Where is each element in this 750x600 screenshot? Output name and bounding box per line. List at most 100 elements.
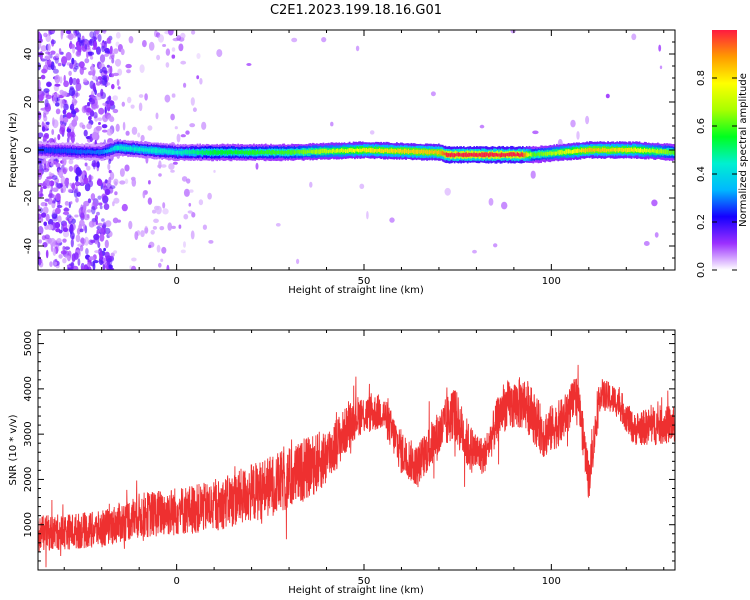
heatmap-noise-cell xyxy=(530,170,536,179)
heatmap-ridge-cell xyxy=(64,148,66,153)
heatmap-ridge-cell xyxy=(586,148,588,152)
heatmap-ridge-cell xyxy=(601,147,604,152)
heatmap-ridge-cell xyxy=(194,150,196,154)
heatmap-ridge-cell xyxy=(638,148,641,153)
heatmap-ridge-cell xyxy=(98,149,101,155)
heatmap-noise-cell xyxy=(59,120,63,125)
heatmap-noise-cell xyxy=(40,45,47,52)
heatmap-noise-cell xyxy=(68,165,74,172)
heatmap-ridge-cell xyxy=(132,147,135,151)
heatmap-ridge-cell xyxy=(582,148,584,153)
heatmap-ridge-cell xyxy=(595,148,598,152)
heatmap-ridge-cell xyxy=(300,150,302,154)
heatmap-noise-cell xyxy=(472,249,477,254)
heatmap-noise-cell xyxy=(80,178,84,186)
heatmap-ridge-cell xyxy=(178,151,181,154)
heatmap-noise-cell xyxy=(96,211,100,216)
heatmap-ridge-cell xyxy=(604,147,607,153)
heatmap-noise-cell xyxy=(124,178,129,185)
heatmap-noise-cell xyxy=(166,264,170,270)
heatmap-ridge-cell xyxy=(449,153,452,158)
heatmap-noise-cell xyxy=(99,78,103,85)
heatmap-noise-cell xyxy=(54,221,61,229)
heatmap-noise-cell xyxy=(83,200,90,207)
heatmap-noise-cell xyxy=(510,30,516,34)
heatmap-noise-cell xyxy=(75,166,82,176)
heatmap-noise-cell xyxy=(104,53,109,57)
heatmap-noise-cell xyxy=(93,41,98,50)
heatmap-noise-cell xyxy=(156,54,161,61)
heatmap-ridge-cell xyxy=(498,153,501,157)
heatmap-noise-cell xyxy=(58,48,62,55)
heatmap-ridge-cell xyxy=(417,149,419,155)
heatmap-ridge-cell xyxy=(386,148,389,154)
heatmap-noise-cell xyxy=(52,194,57,199)
heatmap-ridge-cell xyxy=(271,150,274,156)
heatmap-noise-cell xyxy=(255,162,259,170)
heatmap-ridge-cell xyxy=(112,147,115,151)
heatmap-noise-cell xyxy=(95,94,102,101)
heatmap-noise-cell xyxy=(47,43,51,52)
heatmap-ridge-cell xyxy=(495,152,498,157)
heatmap-ridge-cell xyxy=(647,149,650,153)
heatmap-noise-cell xyxy=(91,90,94,99)
heatmap-ridge-cell xyxy=(436,150,439,155)
heatmap-ridge-cell xyxy=(255,151,258,155)
heatmap-ridge-cell xyxy=(550,151,553,156)
heatmap-ridge-cell xyxy=(188,150,191,155)
heatmap-ridge-cell xyxy=(410,149,413,154)
colorbar-tick-label: 0.2 xyxy=(696,214,707,230)
heatmap-noise-cell xyxy=(180,134,186,138)
heatmap-noise-cell xyxy=(106,96,111,103)
heatmap-ridge-cell xyxy=(207,150,209,155)
heatmap-noise-cell xyxy=(355,45,360,52)
heatmap-noise-cell xyxy=(87,262,91,267)
heatmap-ridge-cell xyxy=(47,148,49,153)
heatmap-noise-cell xyxy=(81,105,87,114)
heatmap-ridge-cell xyxy=(453,153,456,158)
heatmap-ridge-cell xyxy=(257,149,259,155)
heatmap-noise-cell xyxy=(150,229,155,235)
heatmap-ridge-cell xyxy=(102,149,104,154)
heatmap-ridge-cell xyxy=(645,148,647,153)
heatmap-ridge-cell xyxy=(376,148,379,153)
heatmap-ridge-cell xyxy=(195,150,198,154)
heatmap-noise-cell xyxy=(140,230,145,238)
heatmap-noise-cell xyxy=(116,79,120,86)
heatmap-ridge-cell xyxy=(141,147,144,152)
x-tick-label: 100 xyxy=(542,576,561,587)
heatmap-ridge-cell xyxy=(510,152,512,157)
heatmap-ridge-cell xyxy=(487,153,490,158)
heatmap-noise-cell xyxy=(196,75,200,80)
heatmap-ridge-cell xyxy=(609,148,612,152)
heatmap-noise-cell xyxy=(38,93,44,102)
heatmap-ridge-cell xyxy=(293,149,296,155)
heatmap-ridge-cell xyxy=(222,150,225,154)
heatmap-noise-cell xyxy=(62,167,68,173)
heatmap-ridge-cell xyxy=(536,152,539,157)
heatmap-ridge-cell xyxy=(598,148,600,152)
heatmap-ridge-cell xyxy=(263,151,266,155)
heatmap-noise-cell xyxy=(120,48,125,56)
heatmap-noise-cell xyxy=(66,137,70,144)
heatmap-noise-cell xyxy=(39,193,44,197)
heatmap-noise-cell xyxy=(45,94,52,100)
heatmap-noise-cell xyxy=(99,69,103,74)
heatmap-ridge-cell xyxy=(533,152,536,157)
heatmap-noise-cell xyxy=(96,178,103,187)
heatmap-noise-cell xyxy=(155,205,162,215)
heatmap-ridge-cell xyxy=(180,151,183,155)
heatmap-noise-cell xyxy=(46,81,52,88)
heatmap-ridge-cell xyxy=(49,148,52,153)
heatmap-noise-cell xyxy=(80,204,84,212)
heatmap-ridge-cell xyxy=(52,148,55,153)
heatmap-ridge-cell xyxy=(201,150,204,155)
heatmap-noise-cell xyxy=(62,230,70,238)
heatmap-ridge-cell xyxy=(464,152,466,157)
heatmap-ridge-cell xyxy=(500,152,503,158)
heatmap-noise-cell xyxy=(86,165,91,171)
heatmap-ridge-cell xyxy=(196,150,199,155)
heatmap-ridge-cell xyxy=(553,151,556,155)
heatmap-ridge-cell xyxy=(393,148,396,153)
heatmap-ridge-cell xyxy=(171,150,174,155)
